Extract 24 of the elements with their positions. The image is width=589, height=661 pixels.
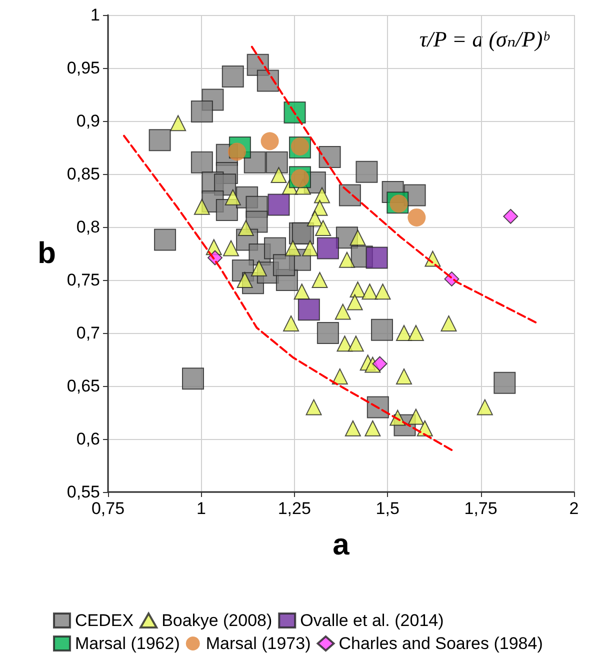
y-tick-label: 0,95 xyxy=(66,58,100,78)
y-tick-label: 1 xyxy=(90,6,100,24)
y-tick-label: 0,65 xyxy=(66,376,100,396)
y-tick-label: 0,9 xyxy=(76,112,100,130)
x-tick-label: 1 xyxy=(196,499,206,518)
x-tick-label: 1,5 xyxy=(376,499,400,518)
y-tick-label: 0,75 xyxy=(66,270,100,290)
y-tick-label: 0,6 xyxy=(76,430,100,448)
legend-label: Marsal (1973) xyxy=(206,634,311,653)
legend-label: Charles and Soares (1984) xyxy=(338,634,543,653)
y-tick-label: 0,8 xyxy=(76,218,100,236)
x-tick-label: 1,25 xyxy=(278,499,311,518)
x-tick-label: 1,75 xyxy=(464,499,498,518)
y-tick-label: 0,85 xyxy=(66,164,100,184)
legend-label: CEDEX xyxy=(75,611,134,630)
legend-label: Ovalle et al. (2014) xyxy=(300,611,444,630)
y-tick-label: 0,7 xyxy=(76,324,100,342)
y-tick-label: 0,55 xyxy=(66,482,100,502)
legend-label: Boakye (2008) xyxy=(162,611,272,630)
x-tick-label: 2 xyxy=(569,499,579,518)
legend-label: Marsal (1962) xyxy=(75,634,180,653)
x-axis-title: a xyxy=(332,528,350,562)
x-tick-label: 0,75 xyxy=(91,499,125,518)
y-axis-title: b xyxy=(38,237,56,270)
